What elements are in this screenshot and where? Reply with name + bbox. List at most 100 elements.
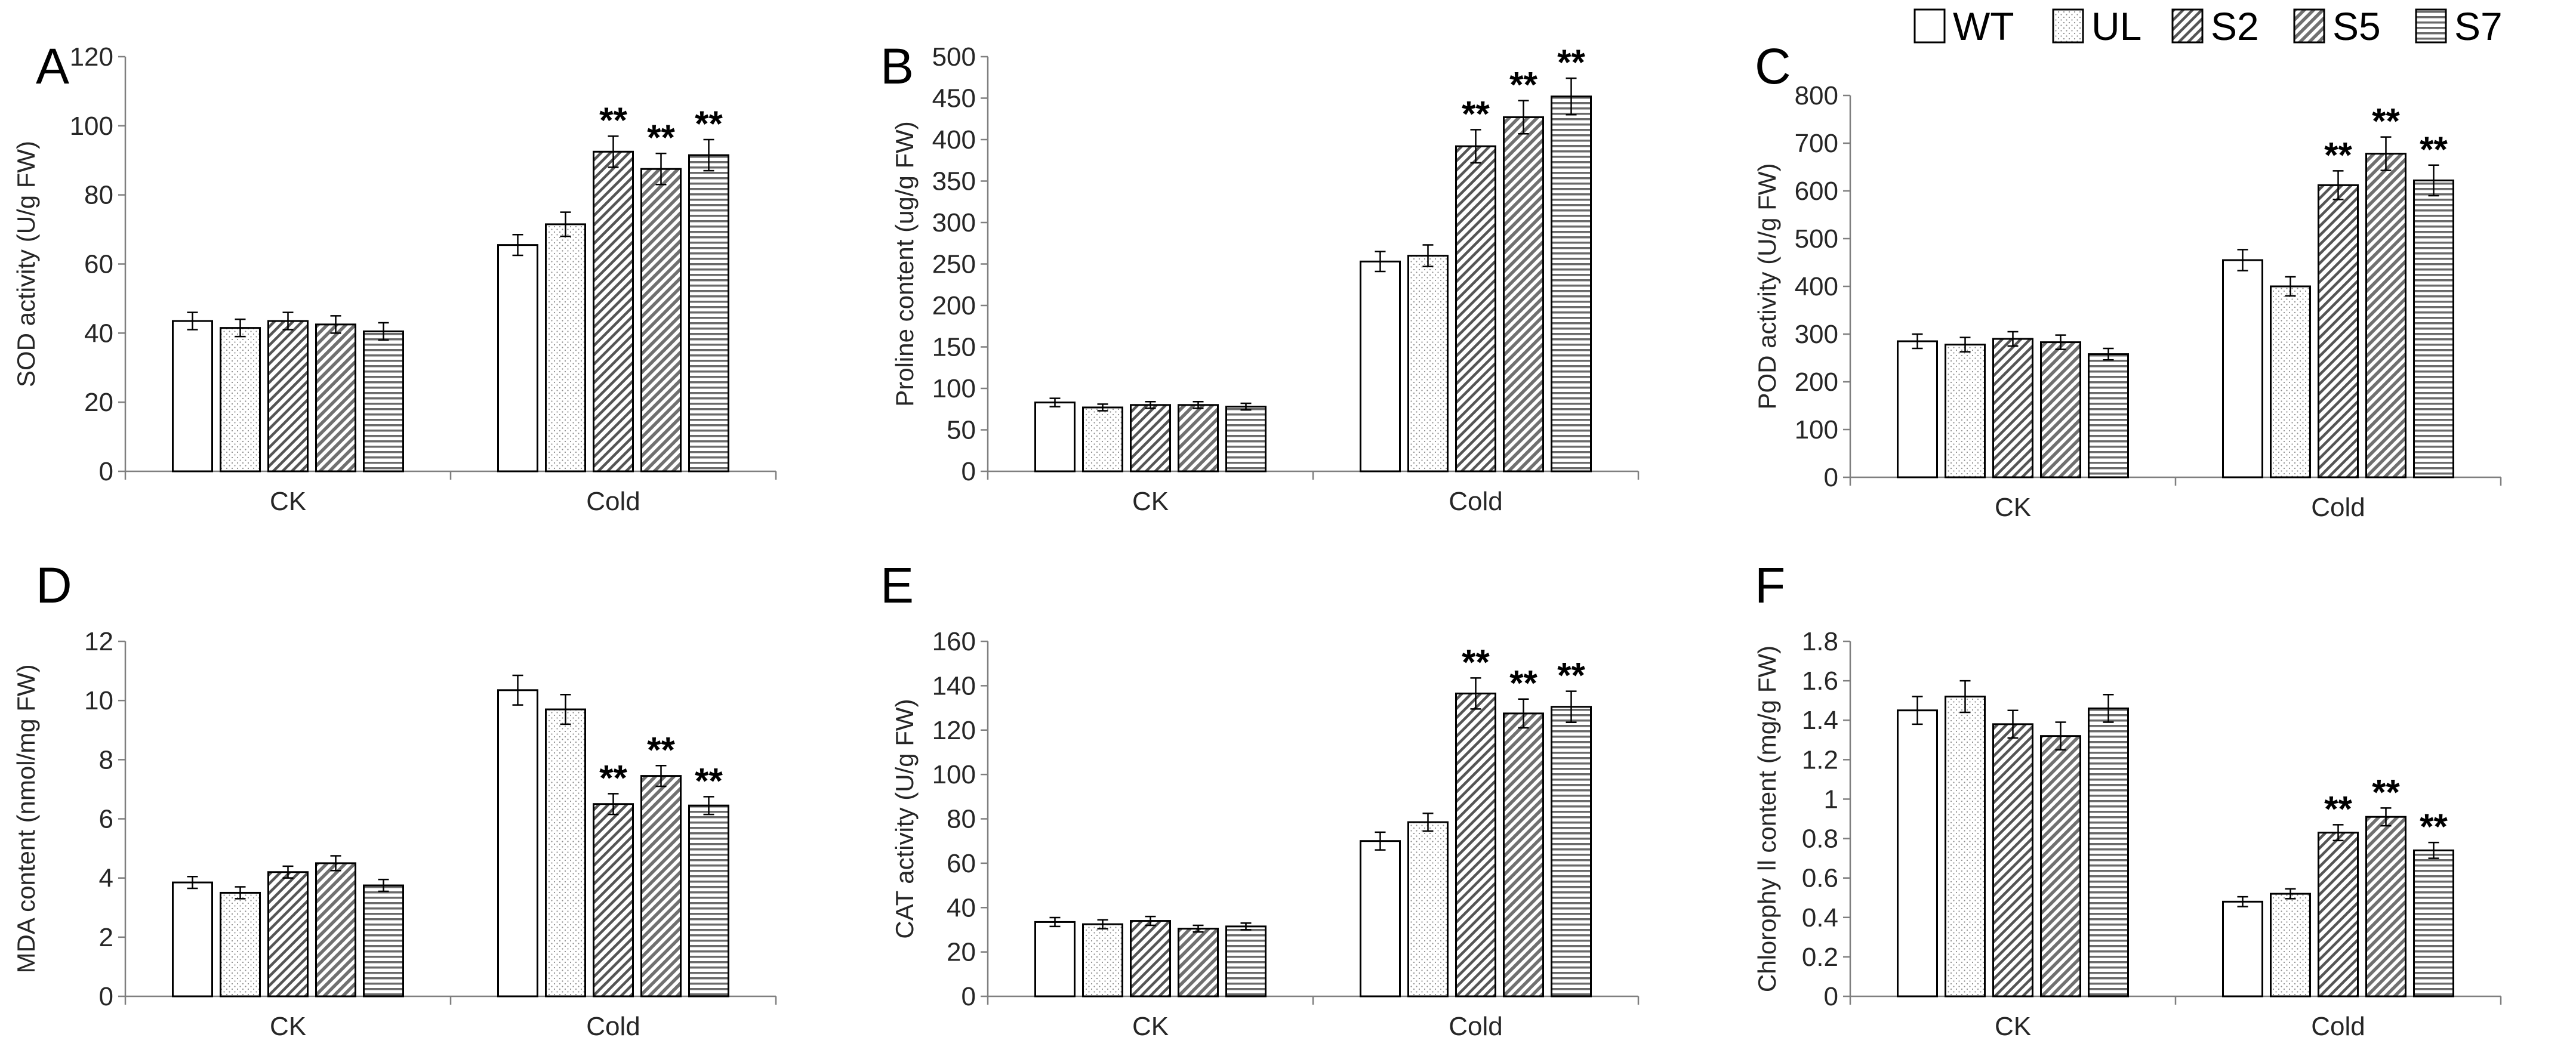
bar-s5-cold [2365, 816, 2406, 998]
significance-marker: ** [599, 758, 627, 798]
y-tick-label: 1.4 [1802, 706, 1838, 735]
bar-wt-cold [2222, 900, 2263, 998]
y-tick-label: 160 [932, 627, 976, 656]
y-axis-label: SOD activity (U/g FW) [12, 141, 40, 387]
bar-s2-cold [2318, 832, 2359, 998]
bar-s7-ck [363, 884, 404, 998]
bar-s7-cold [688, 154, 729, 473]
bar-s2-ck [1992, 338, 2033, 478]
y-tick-label: 1.2 [1802, 745, 1838, 774]
significance-marker: ** [599, 100, 627, 140]
bar-ul-cold [2270, 893, 2311, 998]
significance-marker: ** [2324, 789, 2352, 829]
x-category-label: Cold [2311, 493, 2365, 522]
y-tick-label: 20 [84, 388, 113, 417]
legend-swatch-wt [1913, 8, 1946, 44]
y-tick-label: 450 [932, 84, 976, 113]
x-category-label: CK [1995, 493, 2031, 522]
y-tick-label: 120 [70, 42, 113, 72]
bar-wt-cold [497, 244, 538, 473]
panel-letter: E [880, 557, 914, 613]
significance-marker: ** [647, 118, 675, 158]
legend-swatch-ul [2052, 8, 2084, 44]
y-tick-label: 0.8 [1802, 825, 1838, 854]
bar-s7-cold [1551, 95, 1592, 473]
panel-c: C POD activity (U/g FW) 0 100 200 300 400 500 60… [1753, 38, 2502, 522]
significance-marker: ** [2372, 101, 2400, 141]
legend: WT UL S2 S5 S7 [1913, 4, 2503, 48]
y-axis-label: POD activity (U/g FW) [1753, 163, 1781, 409]
legend-swatch-s2 [2171, 8, 2204, 44]
x-category-label: CK [1132, 1012, 1169, 1041]
y-tick-label: 400 [932, 125, 976, 155]
y-tick-label: 1.6 [1802, 666, 1838, 696]
bar-ul-ck [1945, 344, 1986, 478]
y-tick-label: 300 [932, 208, 976, 237]
legend-swatch-s5 [2293, 8, 2325, 44]
x-category-label: Cold [586, 487, 640, 516]
bar-s2-cold [593, 150, 634, 473]
y-tick-label: 200 [1795, 368, 1838, 397]
panel-d: D MDA content (nmol/mg FW) 0 2 4 6 8 10 12 CK Cold… [12, 557, 777, 1041]
bar-s2-ck [267, 320, 309, 473]
y-tick-label: 0 [99, 982, 113, 1011]
bar-wt-cold [497, 689, 538, 998]
y-tick-label: 20 [947, 938, 976, 967]
legend-item-wt: WT [1913, 4, 2014, 48]
legend-label-s7: S7 [2454, 4, 2503, 48]
bar-s5-ck [1178, 404, 1219, 473]
bar-wt-cold [1360, 840, 1401, 998]
y-tick-label: 500 [932, 42, 976, 72]
bar-wt-ck [1897, 340, 1938, 478]
panel-letter: F [1755, 557, 1785, 613]
y-axis-label: CAT activity (U/g FW) [890, 699, 919, 938]
bar-s5-cold [1503, 116, 1544, 473]
bar-s5-ck [2040, 341, 2081, 478]
y-tick-label: 100 [1795, 415, 1838, 444]
y-tick-label: 800 [1795, 81, 1838, 110]
x-category-label: Cold [1449, 1012, 1503, 1041]
significance-marker: ** [2324, 135, 2352, 175]
bar-s5-cold [1503, 712, 1544, 998]
significance-marker: ** [1462, 94, 1490, 134]
x-category-label: CK [270, 1012, 306, 1041]
x-category-label: Cold [1449, 487, 1503, 516]
significance-marker: ** [2420, 129, 2448, 169]
y-tick-label: 150 [932, 333, 976, 362]
panel-e: E CAT activity (U/g FW) 0 20 40 60 80 100 120 140… [880, 557, 1640, 1041]
y-tick-label: 80 [947, 805, 976, 834]
bar-s5-ck [1178, 928, 1219, 998]
panel-letter: B [880, 38, 914, 94]
y-tick-label: 0 [1824, 463, 1838, 492]
significance-marker: ** [1509, 663, 1537, 703]
bar-s5-cold [2365, 153, 2406, 478]
bar-s7-ck [2088, 707, 2129, 998]
legend-item-s7: S7 [2415, 4, 2503, 48]
bar-s2-cold [593, 803, 634, 998]
legend-item-s5: S5 [2293, 4, 2381, 48]
y-tick-label: 50 [947, 416, 976, 445]
x-category-label: Cold [586, 1012, 640, 1041]
y-tick-label: 4 [99, 864, 113, 893]
bar-ul-ck [220, 327, 261, 473]
y-tick-label: 500 [1795, 224, 1838, 254]
bar-s5-cold [640, 775, 682, 998]
y-tick-label: 80 [84, 181, 113, 210]
bar-s7-cold [2413, 849, 2454, 998]
y-tick-label: 300 [1795, 320, 1838, 349]
bar-ul-ck [1082, 406, 1123, 473]
y-tick-label: 1.8 [1802, 627, 1838, 656]
bar-s5-ck [315, 862, 356, 998]
y-tick-label: 140 [932, 671, 976, 700]
significance-marker: ** [1557, 42, 1585, 82]
y-tick-label: 8 [99, 745, 113, 774]
y-tick-label: 0.6 [1802, 864, 1838, 893]
bar-s7-ck [1225, 406, 1267, 473]
bar-wt-ck [172, 881, 213, 998]
y-tick-label: 2 [99, 923, 113, 952]
bar-s2-cold [2318, 184, 2359, 478]
legend-label-wt: WT [1953, 4, 2014, 48]
y-tick-label: 120 [932, 716, 976, 745]
significance-marker: ** [2372, 772, 2400, 812]
bar-wt-cold [1360, 260, 1401, 473]
